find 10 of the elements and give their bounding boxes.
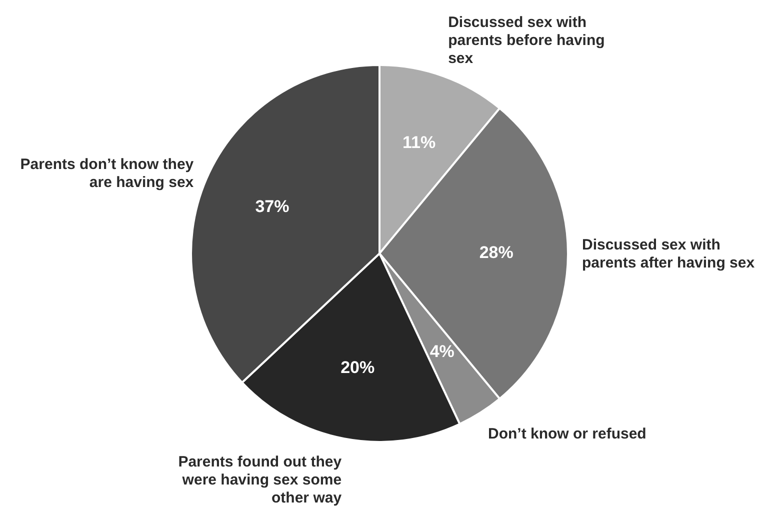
data-label: 4% bbox=[430, 342, 454, 361]
slice-label: Discussed sex with parents before having sex bbox=[448, 14, 605, 67]
data-label: 37% bbox=[255, 196, 290, 216]
slice-label: Discussed sex with parents after having sex bbox=[582, 236, 756, 272]
data-label: 28% bbox=[479, 243, 514, 262]
slice-label: Parents found out they were having sex some other way bbox=[178, 453, 342, 506]
data-label: 11% bbox=[402, 133, 436, 152]
slice-label: Don’t know or refused bbox=[488, 425, 646, 442]
data-label: 20% bbox=[340, 358, 375, 377]
slice-label: Parents don’t know they are having sex bbox=[20, 156, 194, 192]
